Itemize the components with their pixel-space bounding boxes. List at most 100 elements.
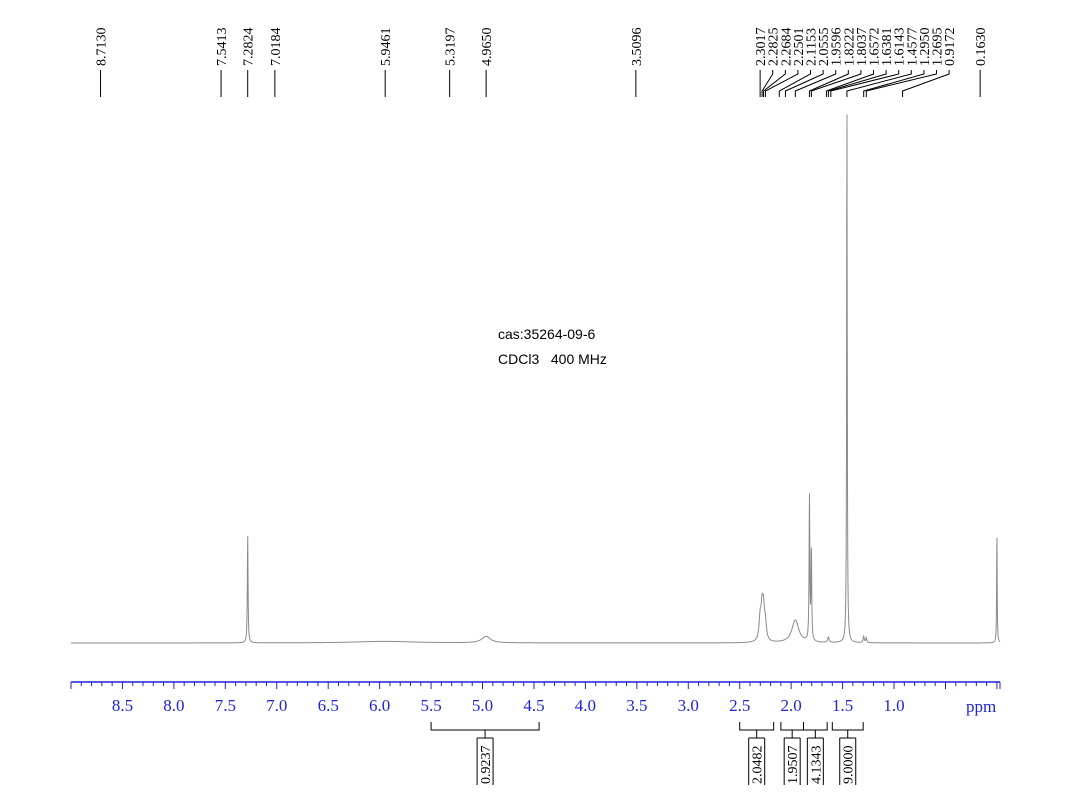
peak-label-text: 1.2950	[918, 28, 933, 67]
peak-label: 8.7130	[95, 28, 110, 97]
peak-label-text: 2.0555	[817, 28, 832, 67]
peak-label-text: 0.9172	[943, 28, 958, 67]
peak-label-text: 4.9650	[480, 28, 495, 67]
peak-label: 2.1153	[778, 28, 820, 97]
x-tick-label: 6.0	[369, 696, 390, 715]
peak-label-text: 2.2684	[779, 28, 794, 67]
peak-label: 5.9461	[379, 28, 394, 97]
peak-label: 2.3017	[754, 28, 769, 97]
integral-bracket	[780, 722, 804, 731]
integral-bracket	[430, 722, 540, 731]
integral: 0.9237	[430, 722, 540, 785]
peak-label: 1.6143	[830, 28, 908, 97]
peak-label-text: 8.7130	[95, 28, 110, 67]
peak-label: 0.9172	[902, 28, 958, 97]
peak-label-leader	[827, 70, 887, 97]
peak-label-leader	[865, 70, 938, 97]
x-tick-label: 7.0	[266, 696, 287, 715]
annotation-solvent: CDCl3 400 MHz	[498, 351, 607, 367]
peak-label-text: 1.4577	[905, 28, 920, 67]
integral: 9.0000	[831, 722, 864, 785]
annotation-cas: cas:35264-09-6	[498, 326, 596, 342]
x-tick-label: 5.5	[420, 696, 441, 715]
peak-label: 1.8037	[810, 28, 870, 97]
peak-label: 2.0555	[784, 28, 832, 97]
peak-label: 2.2825	[761, 28, 782, 97]
peak-label-text: 7.2824	[242, 28, 257, 67]
peak-label: 1.4577	[846, 28, 920, 97]
peak-label: 1.9596	[794, 28, 845, 97]
peak-label: 1.6572	[825, 28, 883, 97]
peak-label-leader	[763, 70, 786, 97]
peak-label-text: 2.1153	[805, 28, 820, 66]
integral: 4.1343	[803, 722, 828, 785]
peak-label: 7.0184	[269, 28, 284, 97]
peak-label-leader	[825, 70, 875, 97]
peak-label-text: 2.2501	[792, 28, 807, 67]
peak-label-text: 1.2695	[931, 28, 946, 67]
peak-label-leader	[778, 70, 812, 97]
integral-value: 1.9507	[786, 746, 801, 785]
peak-label-text: 2.2825	[767, 28, 782, 67]
peak-label: 0.1630	[974, 28, 989, 97]
peak-label-text: 2.3017	[754, 28, 769, 67]
peak-label-text: 7.0184	[269, 28, 284, 67]
peak-label-text: 5.3197	[444, 28, 459, 67]
integral-value: 0.9237	[479, 746, 494, 785]
peak-label-text: 1.6381	[880, 28, 895, 67]
integral-value: 4.1343	[809, 746, 824, 785]
peak-label: 2.2684	[763, 28, 794, 97]
x-axis-unit-label: ppm	[966, 697, 996, 716]
x-tick-label: 2.5	[729, 696, 750, 715]
peak-label-text: 1.9596	[830, 28, 845, 67]
integral: 2.0482	[739, 722, 775, 785]
x-axis: 8.5 8.0 7.5 7.0 6.5 6.0 5.5 5.0 4.5 4.0 3.5 3.0 2.5 2…	[70, 681, 1001, 715]
peak-label: 4.9650	[480, 28, 495, 97]
x-tick-label: 5.0	[472, 696, 493, 715]
peak-label-leader	[846, 70, 912, 97]
peak-label-leader	[808, 70, 849, 97]
integral-value: 9.0000	[842, 746, 857, 785]
integral: 1.9507	[780, 722, 804, 785]
peak-label: 2.2501	[764, 28, 807, 97]
integral-layer: 0.9237 2.0482 1.9507 4.1343 9.0000	[430, 722, 864, 785]
peak-label-text: 5.9461	[379, 28, 394, 67]
x-tick-label: 6.5	[318, 696, 339, 715]
peak-label-text: 1.6143	[893, 28, 908, 67]
peak-label-text: 1.8037	[855, 28, 870, 67]
peak-label-leader	[902, 70, 950, 97]
x-tick-label: 2.0	[781, 696, 802, 715]
peak-label-leader	[830, 70, 900, 97]
x-tick-label: 3.5	[626, 696, 647, 715]
x-tick-label: 4.5	[523, 696, 544, 715]
peak-label: 1.2695	[865, 28, 946, 97]
peak-label: 1.8222	[808, 28, 857, 97]
peak-label: 5.3197	[444, 28, 459, 97]
peak-label: 1.6381	[827, 28, 895, 97]
peak-label-leader	[764, 70, 799, 97]
peak-label: 7.2824	[242, 28, 257, 97]
peak-label: 7.5413	[215, 28, 230, 97]
x-tick-label: 3.0	[678, 696, 699, 715]
integral-value: 2.0482	[751, 746, 766, 785]
peak-label-text: 0.1630	[974, 28, 989, 67]
peak-label-text: 3.5096	[630, 28, 645, 67]
peak-label-leader	[863, 70, 925, 97]
peak-label-text: 7.5413	[215, 28, 230, 67]
peak-label-leader	[784, 70, 824, 97]
integral-bracket	[803, 722, 828, 731]
x-tick-label: 7.5	[215, 696, 236, 715]
peak-label: 3.5096	[630, 28, 645, 97]
peak-label-text: 1.8222	[842, 28, 857, 67]
integral-bracket	[739, 722, 775, 731]
peak-label-leader	[761, 70, 774, 97]
peak-label-leader	[794, 70, 837, 97]
peak-label-leader	[810, 70, 862, 97]
x-tick-label: 1.0	[883, 696, 904, 715]
peak-label-text: 1.6572	[868, 28, 883, 67]
x-tick-label: 4.0	[575, 696, 596, 715]
peak-label: 1.2950	[863, 28, 933, 97]
x-tick-label: 8.5	[112, 696, 133, 715]
x-tick-label: 8.0	[163, 696, 184, 715]
